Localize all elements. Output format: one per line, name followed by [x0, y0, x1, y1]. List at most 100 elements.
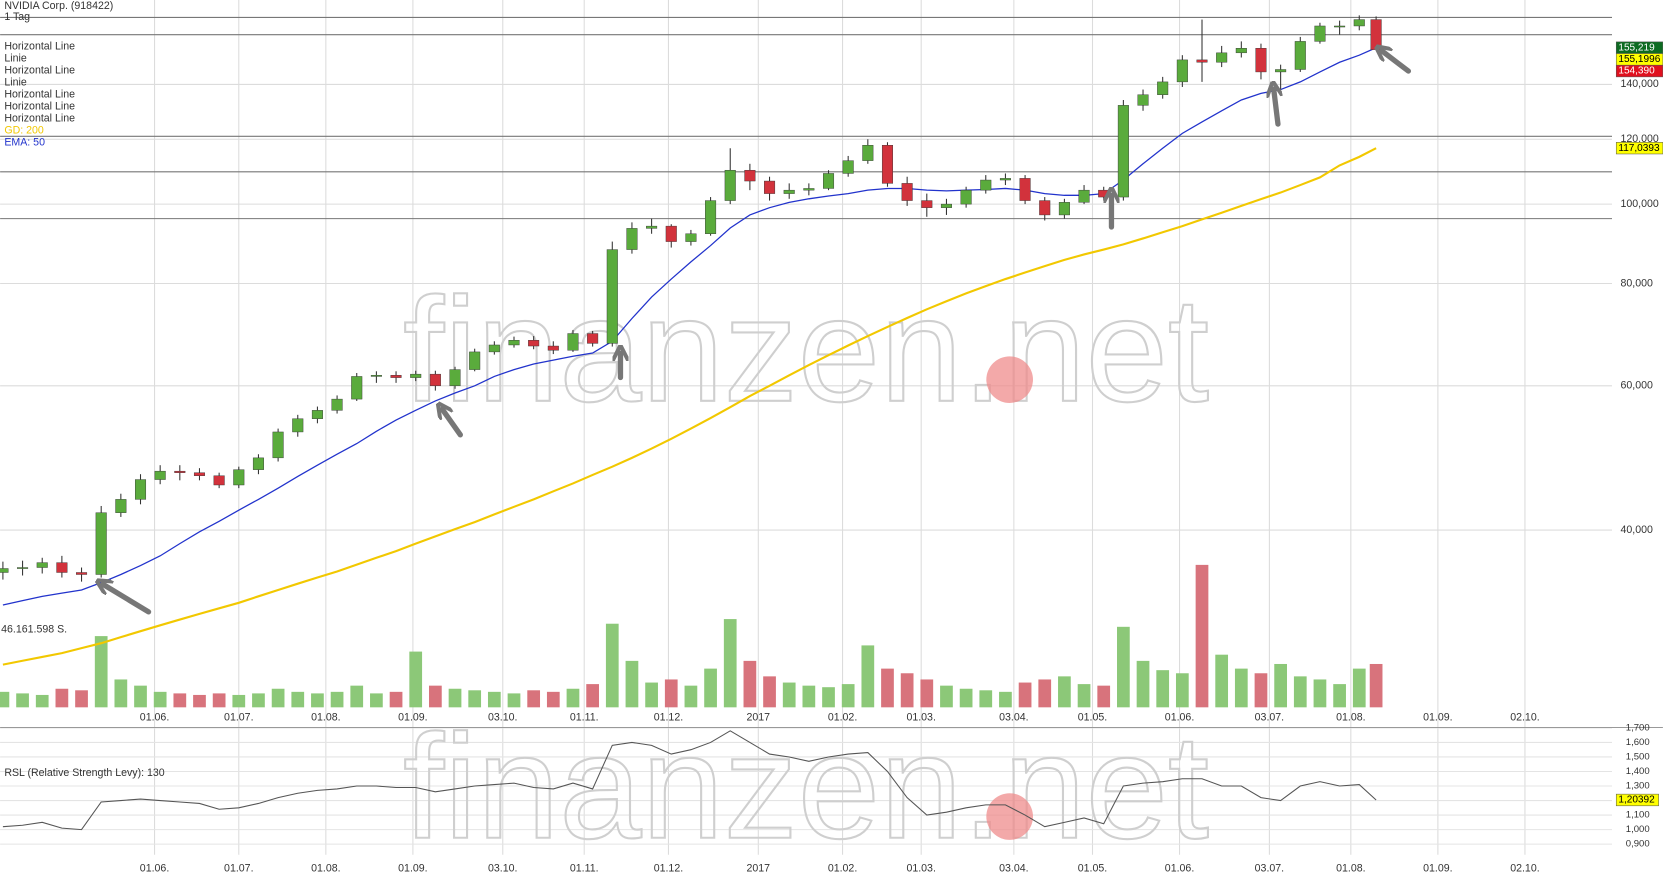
volume-bar — [743, 660, 757, 708]
x-tick-label: 01.03. — [906, 712, 935, 724]
volume-bar — [1333, 684, 1346, 708]
volume-bar — [153, 691, 167, 708]
volume-bar — [1156, 670, 1170, 708]
legend-entry: Horizontal Line — [4, 40, 75, 52]
legend-entry: Linie — [4, 76, 26, 88]
rsl-title: RSL (Relative Strength Levy): 130 — [4, 767, 164, 779]
volume-bar — [232, 694, 246, 708]
candle-body — [193, 472, 205, 476]
candle-body — [134, 479, 147, 500]
candle-body — [272, 431, 284, 459]
x-tick-label: 01.05. — [1078, 712, 1107, 724]
x-tick-label: 01.09. — [398, 712, 427, 724]
volume-bar — [900, 673, 914, 708]
volume-label: 46.161.598 S. — [1, 624, 67, 636]
x-tick-label: 01.08. — [1336, 862, 1365, 874]
candle-body — [1039, 200, 1051, 216]
candle-body — [36, 562, 48, 568]
x-tick-label: 01.07. — [224, 712, 253, 724]
candle-body — [665, 225, 677, 242]
rsl-tick-label: 1,100 — [1626, 810, 1650, 821]
volume-bar — [448, 688, 462, 708]
x-tick-label: 01.12. — [654, 712, 683, 724]
candle-body — [646, 225, 658, 229]
x-tick-label: 01.03. — [906, 862, 935, 874]
x-tick-label: 03.07. — [1255, 712, 1284, 724]
y-tick-label: 80,000 — [1620, 277, 1653, 289]
volume-bar — [841, 684, 855, 708]
candle-body — [940, 203, 952, 208]
volume-bar — [625, 660, 639, 708]
volume-bar — [1352, 668, 1366, 708]
candle-body — [783, 189, 795, 194]
candle-body — [233, 469, 245, 486]
candle-body — [95, 512, 107, 575]
volume-bar — [468, 690, 482, 708]
x-tick-label: 01.06. — [140, 712, 169, 724]
candle-body — [1216, 52, 1228, 63]
candle-body — [449, 369, 461, 387]
watermark-dot — [986, 793, 1033, 840]
candle-body — [980, 179, 992, 191]
x-tick-label: 01.08. — [311, 712, 340, 724]
candle-body — [351, 376, 363, 400]
candle-body — [1370, 19, 1382, 50]
candle-body — [1019, 178, 1031, 201]
candle-body — [685, 233, 697, 242]
arrow — [442, 409, 463, 438]
candle-body — [724, 169, 736, 201]
candle-body — [1098, 189, 1110, 198]
candle-body — [567, 333, 579, 351]
volume-bar — [0, 691, 10, 708]
ma-line — [2, 147, 1377, 666]
x-tick-label: 2017 — [747, 862, 771, 874]
volume-bar — [330, 691, 344, 708]
volume-bar — [1254, 673, 1268, 708]
volume-bar — [940, 685, 953, 708]
volume-bar — [193, 694, 206, 708]
arrow — [1382, 51, 1412, 74]
rsl-tick-label: 1,600 — [1626, 737, 1650, 748]
arrow — [1274, 89, 1278, 127]
price-tag-label: 155,1996 — [1618, 54, 1660, 65]
volume-bar — [350, 685, 364, 708]
volume-bar — [861, 645, 875, 708]
candle-body — [331, 398, 343, 411]
annotations — [103, 51, 1412, 615]
candle-body — [705, 200, 717, 234]
candle-body — [1334, 25, 1346, 28]
x-tick-label: 01.11. — [570, 862, 599, 874]
x-tick-label: 03.04. — [999, 862, 1028, 874]
volume-bar — [1136, 660, 1150, 708]
volume-bar — [55, 688, 69, 708]
volume-bar — [881, 668, 894, 708]
candle-body — [862, 145, 874, 161]
watermark-dot — [986, 356, 1033, 403]
x-tick-label: 01.09. — [1423, 862, 1452, 874]
ma-line — [2, 47, 1377, 606]
volume-bar — [1038, 679, 1052, 708]
x-tick-label: 01.06. — [1165, 862, 1194, 874]
price-tag-label: 155,219 — [1618, 42, 1655, 53]
volume-bar — [75, 690, 88, 708]
candle-body — [17, 567, 29, 569]
volume-bar — [35, 694, 49, 708]
candle-body — [429, 373, 441, 387]
candle-body — [547, 345, 559, 351]
volume-bar — [1097, 685, 1111, 708]
candle-body — [587, 333, 599, 344]
x-tick-label: 01.06. — [1165, 712, 1194, 724]
candle-body — [1353, 19, 1365, 27]
plot — [0, 15, 1612, 831]
volume-bar — [822, 687, 835, 708]
x-tick-label: 01.09. — [398, 862, 427, 874]
y-tick-label: 40,000 — [1620, 524, 1653, 536]
volume-bar — [94, 636, 108, 708]
candle-body — [1078, 189, 1090, 203]
candle-body — [410, 373, 422, 378]
rsl-tag — [1615, 793, 1659, 807]
candle-body — [1157, 81, 1169, 95]
x-tick-label: 03.04. — [999, 712, 1028, 724]
x-tick-label: 02.10. — [1510, 712, 1539, 724]
